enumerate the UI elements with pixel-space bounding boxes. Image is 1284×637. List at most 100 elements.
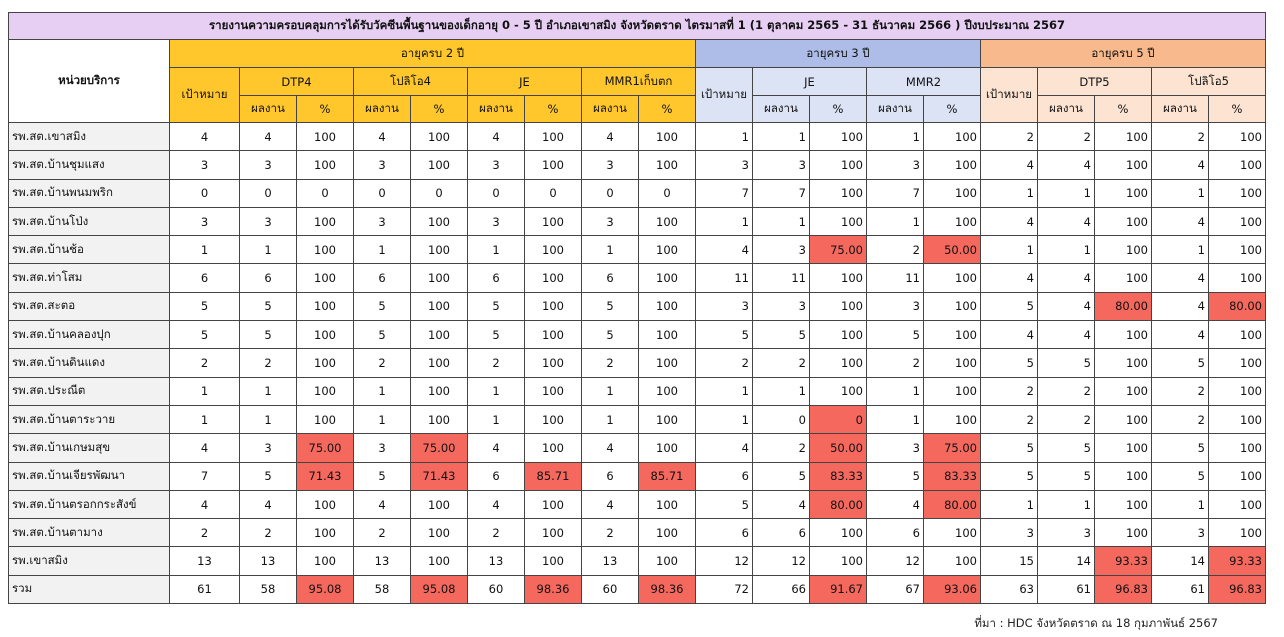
percent-header: % xyxy=(923,95,981,123)
percent-cell: 100 xyxy=(809,518,867,548)
unit-name-cell: รพ.สต.บ้านตาระวาย xyxy=(8,404,170,435)
result-cell: 2 xyxy=(1037,404,1095,435)
report-body: รพ.สต.เขาสมิง 4 4 100 4 100 4 100 4 100 1 1 100 1 100 2… xyxy=(8,121,1266,605)
result-cell: 4 xyxy=(752,489,810,520)
result-cell: 5 xyxy=(1151,433,1209,463)
unit-name-cell: รพ.เขาสมิง xyxy=(8,546,170,576)
unit-name-cell: รพ.สต.บ้านช้อ xyxy=(8,235,170,265)
target-cell: 5 xyxy=(695,320,753,350)
target-cell: 1 xyxy=(169,235,240,265)
target-cell: 61 xyxy=(169,574,240,605)
result-cell: 5 xyxy=(239,291,297,322)
result-cell: 5 xyxy=(866,320,924,350)
coverage-report-table: รายงานความครอบคลุมการได้รับวัคซีนพื้นฐาน… xyxy=(8,12,1266,605)
unit-name-cell: รพ.สต.ประณีต xyxy=(8,376,170,406)
result-cell: 6 xyxy=(581,461,639,491)
percent-cell: 100 xyxy=(809,263,867,293)
result-cell: 3 xyxy=(1151,518,1209,548)
percent-cell: 100 xyxy=(923,518,981,548)
percent-cell: 100 xyxy=(524,348,582,378)
percent-cell: 50.00 xyxy=(923,235,981,265)
target-cell: 4 xyxy=(169,489,240,520)
unit-name-cell: รพ.สต.บ้านตรอกกระสังข์ xyxy=(8,489,170,520)
percent-header: % xyxy=(1094,95,1152,123)
percent-cell: 100 xyxy=(1208,461,1266,491)
percent-cell: 80.00 xyxy=(809,489,867,520)
result-cell: 4 xyxy=(353,121,411,152)
result-cell: 14 xyxy=(1037,546,1095,576)
result-cell: 2 xyxy=(866,235,924,265)
percent-cell: 75.00 xyxy=(296,433,354,463)
percent-cell: 100 xyxy=(410,150,468,180)
target-cell: 72 xyxy=(695,574,753,605)
result-cell: 7 xyxy=(866,178,924,208)
polio5-header: โปลิโอ5 xyxy=(1151,67,1266,96)
result-cell: 58 xyxy=(353,574,411,605)
result-cell: 5 xyxy=(1037,348,1095,378)
result-cell: 4 xyxy=(239,489,297,520)
percent-cell: 100 xyxy=(638,404,696,435)
result-cell: 1 xyxy=(581,376,639,406)
result-cell: 2 xyxy=(1037,121,1095,152)
table-row: รพ.สต.บ้านชุมแสง 3 3 100 3 100 3 100 3 100 3 3 100 3 1… xyxy=(8,150,1266,180)
percent-cell: 100 xyxy=(524,121,582,152)
result-cell: 2 xyxy=(1151,376,1209,406)
percent-cell: 71.43 xyxy=(296,461,354,491)
percent-cell: 100 xyxy=(1208,518,1266,548)
percent-cell: 100 xyxy=(1208,121,1266,152)
percent-cell: 100 xyxy=(1094,518,1152,548)
result-cell: 7 xyxy=(752,178,810,208)
percent-cell: 100 xyxy=(809,291,867,322)
percent-cell: 75.00 xyxy=(809,235,867,265)
target-cell: 1 xyxy=(169,404,240,435)
result-cell: 2 xyxy=(581,518,639,548)
percent-cell: 100 xyxy=(524,235,582,265)
percent-cell: 100 xyxy=(638,235,696,265)
percent-cell: 100 xyxy=(1208,150,1266,180)
target-cell: 4 xyxy=(169,121,240,152)
percent-cell: 100 xyxy=(524,291,582,322)
unit-name-cell: รพ.สต.บ้านเกษมสุข xyxy=(8,433,170,463)
result-cell: 6 xyxy=(866,518,924,548)
target-cell: 1 xyxy=(980,235,1038,265)
result-cell: 6 xyxy=(752,518,810,548)
target-cell: 4 xyxy=(980,150,1038,180)
target-cell: 2 xyxy=(695,348,753,378)
percent-cell: 0 xyxy=(809,404,867,435)
result-cell: 6 xyxy=(467,461,525,491)
target-cell: 5 xyxy=(980,348,1038,378)
percent-cell: 96.83 xyxy=(1208,574,1266,605)
result-cell: 1 xyxy=(353,235,411,265)
percent-cell: 100 xyxy=(524,150,582,180)
result-cell: 5 xyxy=(1151,348,1209,378)
age3-target-header: เป้าหมาย xyxy=(695,67,753,123)
target-cell: 1 xyxy=(980,178,1038,208)
result-cell: 11 xyxy=(866,263,924,293)
percent-cell: 100 xyxy=(638,518,696,548)
percent-cell: 100 xyxy=(1094,150,1152,180)
polio4-header: โปลิโอ4 xyxy=(353,67,468,96)
percent-cell: 100 xyxy=(1208,206,1266,237)
result-cell: 4 xyxy=(1037,291,1095,322)
percent-cell: 100 xyxy=(296,404,354,435)
result-cell: 1 xyxy=(239,235,297,265)
percent-cell: 100 xyxy=(1094,404,1152,435)
percent-header: % xyxy=(296,95,354,123)
result-cell: 1 xyxy=(467,235,525,265)
percent-cell: 100 xyxy=(296,150,354,180)
result-header: ผลงาน xyxy=(581,95,639,123)
target-cell: 3 xyxy=(169,150,240,180)
table-row: รพ.สต.บ้านพนมพริก 0 0 0 0 0 0 0 0 0 7 7 100 7 100 1 1 100… xyxy=(8,178,1266,208)
percent-cell: 100 xyxy=(1094,263,1152,293)
result-cell: 67 xyxy=(866,574,924,605)
source-note: ที่มา : HDC จังหวัดตราด ณ 18 กุมภาพันธ์ … xyxy=(974,616,1218,630)
result-cell: 13 xyxy=(581,546,639,576)
percent-cell: 100 xyxy=(923,348,981,378)
table-row: รพ.สต.ประณีต 1 1 100 1 100 1 100 1 100 1 1 100 1 100 2 2… xyxy=(8,376,1266,406)
percent-header: % xyxy=(638,95,696,123)
percent-cell: 100 xyxy=(923,121,981,152)
result-cell: 1 xyxy=(866,404,924,435)
percent-cell: 100 xyxy=(923,320,981,350)
percent-cell: 100 xyxy=(296,376,354,406)
result-cell: 1 xyxy=(581,235,639,265)
